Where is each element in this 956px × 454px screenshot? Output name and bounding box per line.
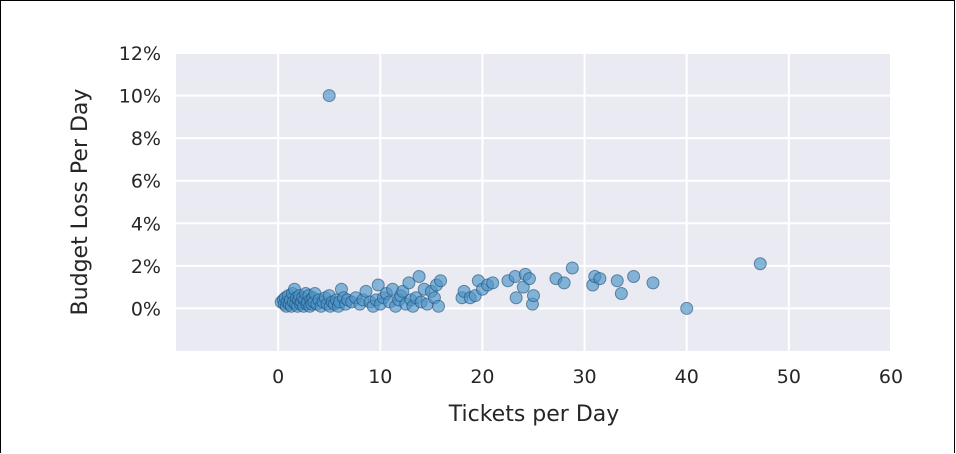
x-tick-labels: 0 10 20 30 40 50 60 — [272, 366, 903, 388]
data-points — [274, 89, 767, 315]
scatter-point — [371, 278, 385, 292]
scatter-point — [680, 301, 694, 315]
y-tick-label: 2% — [131, 256, 161, 278]
scatter-point — [593, 272, 607, 286]
scatter-point — [402, 276, 416, 290]
y-tick-label: 12% — [119, 43, 161, 65]
x-axis-label: Tickets per Day — [448, 402, 620, 427]
y-tick-label: 6% — [131, 171, 161, 193]
x-tick-label: 10 — [368, 366, 392, 388]
scatter-point — [432, 299, 446, 313]
scatter-point — [557, 276, 571, 290]
scatter-point — [486, 276, 500, 290]
y-tick-label: 0% — [131, 298, 161, 320]
y-axis-label: Budget Loss Per Day — [68, 89, 93, 316]
y-tick-label: 8% — [131, 128, 161, 150]
x-tick-label: 0 — [272, 366, 284, 388]
scatter-point — [412, 270, 426, 283]
scatter-point — [753, 257, 767, 271]
scatter-point — [434, 274, 448, 288]
scatter-point — [627, 270, 641, 283]
scatter-point — [527, 289, 540, 303]
y-tick-label: 4% — [131, 213, 161, 235]
y-tick-labels: 0% 2% 4% 6% 8% 10% 12% — [119, 43, 161, 320]
scatter-point — [614, 287, 628, 301]
scatter-point — [522, 272, 536, 286]
scatter-point — [322, 89, 336, 103]
scatter-point — [509, 291, 523, 305]
y-tick-label: 10% — [119, 86, 161, 108]
x-tick-label: 30 — [572, 366, 596, 388]
x-tick-label: 50 — [777, 366, 801, 388]
x-tick-label: 60 — [879, 366, 903, 388]
scatter-point — [646, 276, 660, 290]
scatter-point — [610, 274, 624, 288]
x-tick-label: 20 — [470, 366, 494, 388]
scatter-point — [565, 261, 579, 275]
x-tick-label: 40 — [675, 366, 699, 388]
